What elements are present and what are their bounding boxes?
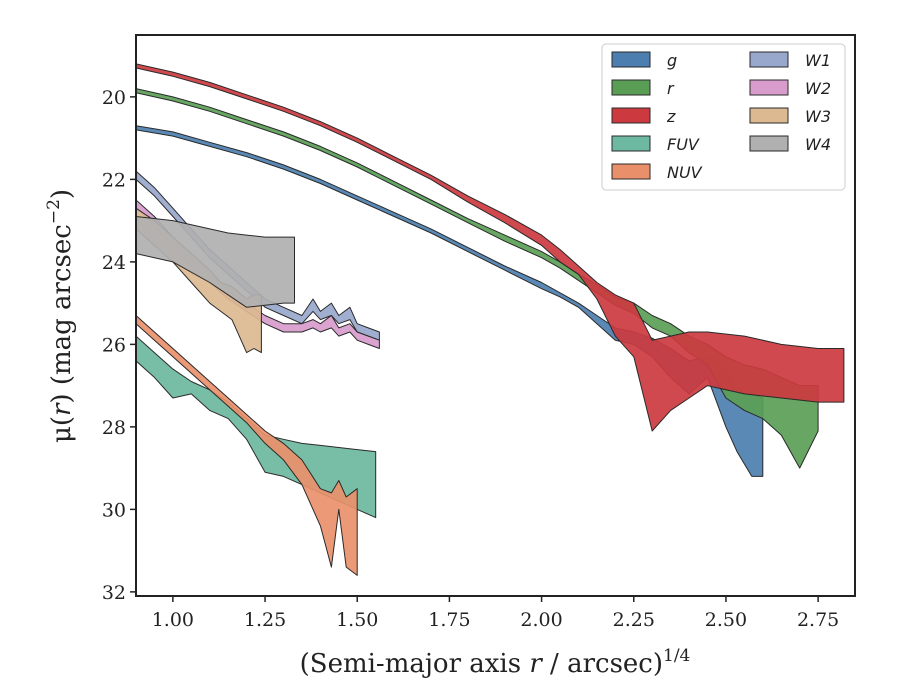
y-tick-label: 26 — [102, 334, 126, 356]
y-tick-label: 32 — [102, 582, 126, 604]
band-z — [136, 63, 845, 432]
x-tick-label: 1.00 — [152, 609, 194, 631]
legend-label-nuv: NUV — [667, 163, 703, 182]
legend-label-w2: W2 — [805, 79, 831, 98]
x-tick-label: 2.00 — [520, 609, 562, 631]
legend-label-fuv: FUV — [667, 135, 700, 154]
band-r — [136, 88, 819, 469]
legend-swatch-nuv — [611, 163, 651, 180]
legend-swatch-w3 — [749, 107, 789, 124]
y-tick-label: 24 — [102, 252, 126, 274]
y-tick-label: 30 — [102, 499, 126, 521]
y-tick-label: 28 — [102, 417, 126, 439]
legend-label-w4: W4 — [805, 135, 831, 154]
y-axis-title: μ(r) (mag arcsec−2) — [44, 189, 77, 443]
legend-swatch-r — [611, 79, 651, 96]
x-axis-title: (Semi-major axis r / arcsec)1/4 — [300, 646, 691, 679]
plot-frame — [135, 34, 856, 597]
x-tick-label: 2.75 — [797, 609, 839, 631]
x-tick-label: 1.75 — [428, 609, 470, 631]
legend-label-w1: W1 — [805, 51, 831, 70]
legend-swatch-z — [611, 107, 651, 124]
x-tick-label: 1.25 — [244, 609, 286, 631]
band-nuv — [136, 315, 358, 576]
legend-label-w3: W3 — [805, 107, 831, 126]
legend-swatch-w2 — [749, 79, 789, 96]
x-tick-label: 2.25 — [613, 609, 655, 631]
legend-swatch-w4 — [749, 135, 789, 152]
band-g — [136, 125, 764, 477]
series-bands — [136, 63, 845, 576]
legend-swatch-fuv — [611, 135, 651, 152]
legend: grz FUV NUV W1 W2 W3 W4 — [601, 43, 846, 191]
band-w4 — [136, 216, 295, 308]
legend-swatch-w1 — [749, 51, 789, 68]
legend-swatch-g — [611, 51, 651, 68]
y-axis: 20 22 24 26 28 30 32 — [102, 87, 136, 604]
y-tick-label: 22 — [102, 169, 126, 191]
legend-label-r: r — [667, 79, 675, 98]
x-tick-label: 1.50 — [336, 609, 378, 631]
y-tick-label: 20 — [102, 87, 126, 109]
x-axis: 1.00 1.25 1.50 1.75 2.00 2.25 2.50 2.75 — [152, 596, 839, 631]
legend-label-z: z — [666, 107, 676, 126]
x-tick-label: 2.50 — [705, 609, 747, 631]
legend-label-g: g — [667, 51, 677, 70]
